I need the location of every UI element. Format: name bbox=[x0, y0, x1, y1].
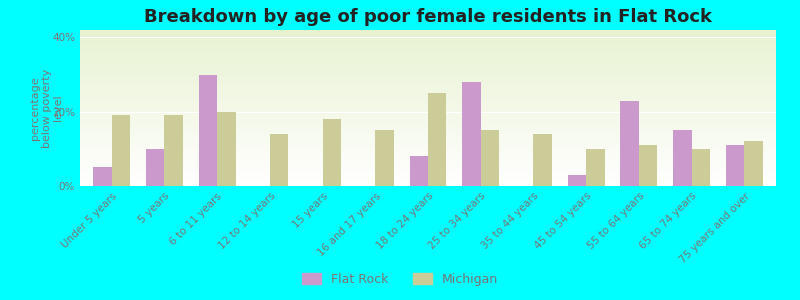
Bar bbox=[673, 130, 692, 186]
Bar bbox=[375, 130, 394, 186]
Title: Breakdown by age of poor female residents in Flat Rock: Breakdown by age of poor female resident… bbox=[144, 8, 712, 26]
Bar bbox=[534, 134, 552, 186]
Bar bbox=[586, 149, 605, 186]
Y-axis label: percentage
below poverty
level: percentage below poverty level bbox=[30, 68, 63, 148]
Bar bbox=[428, 93, 446, 186]
Bar bbox=[692, 149, 710, 186]
Bar bbox=[481, 130, 499, 186]
Legend: Flat Rock, Michigan: Flat Rock, Michigan bbox=[297, 268, 503, 291]
Bar bbox=[146, 149, 164, 186]
Bar bbox=[621, 100, 639, 186]
Bar bbox=[322, 119, 341, 186]
Bar bbox=[270, 134, 288, 186]
Bar bbox=[112, 116, 130, 186]
Bar bbox=[744, 141, 763, 186]
Bar bbox=[568, 175, 586, 186]
Bar bbox=[164, 116, 183, 186]
Bar bbox=[410, 156, 428, 186]
Bar bbox=[217, 112, 235, 186]
Bar bbox=[462, 82, 481, 186]
Bar bbox=[93, 167, 112, 186]
Bar bbox=[639, 145, 658, 186]
Bar bbox=[198, 75, 217, 186]
Bar bbox=[726, 145, 744, 186]
